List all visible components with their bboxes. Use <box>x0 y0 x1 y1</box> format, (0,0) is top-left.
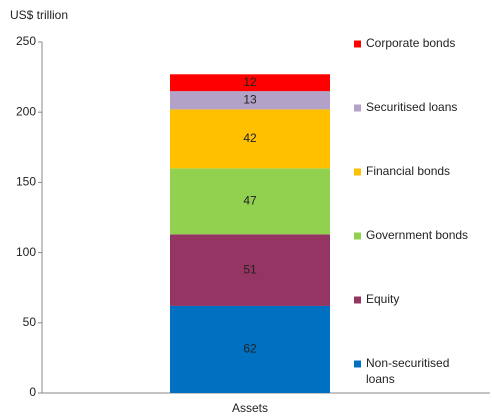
legend-swatch <box>354 104 361 112</box>
legend-swatch <box>354 40 361 48</box>
legend-swatch <box>354 360 361 368</box>
legend-label: Non-securitised loans <box>366 356 449 386</box>
legend-label: Equity <box>366 292 399 306</box>
legend-line: loans <box>366 372 395 386</box>
data-label: 12 <box>243 75 257 89</box>
bar-segment <box>170 74 330 92</box>
x-tick-label: Assets <box>232 401 268 415</box>
y-tick-label: 50 <box>23 315 37 329</box>
y-tick-label: 250 <box>16 34 36 48</box>
y-axis-label: US$ trillion <box>10 8 68 22</box>
bar-segment <box>170 168 330 235</box>
y-tick-label: 0 <box>29 385 36 399</box>
legend-label: Corporate bonds <box>366 36 455 50</box>
legend-label: Securitised loans <box>366 100 457 114</box>
data-label: 62 <box>243 342 257 356</box>
bar-segment <box>170 91 330 110</box>
legend-line: Non-securitised <box>366 356 449 370</box>
bar-segment <box>170 305 330 393</box>
bar-segment <box>170 234 330 306</box>
bar-segment <box>170 109 330 169</box>
y-tick-label: 100 <box>16 245 36 259</box>
data-label: 13 <box>243 92 257 106</box>
legend-swatch <box>354 232 361 240</box>
y-tick-label: 200 <box>16 104 36 118</box>
data-label: 42 <box>243 131 257 145</box>
y-tick-label: 150 <box>16 175 36 189</box>
legend-swatch <box>354 296 361 304</box>
legend-swatch <box>354 168 361 176</box>
data-label: 47 <box>243 194 257 208</box>
legend-label: Financial bonds <box>366 164 450 178</box>
legend-label: Government bonds <box>366 228 468 242</box>
data-label: 51 <box>243 262 257 276</box>
